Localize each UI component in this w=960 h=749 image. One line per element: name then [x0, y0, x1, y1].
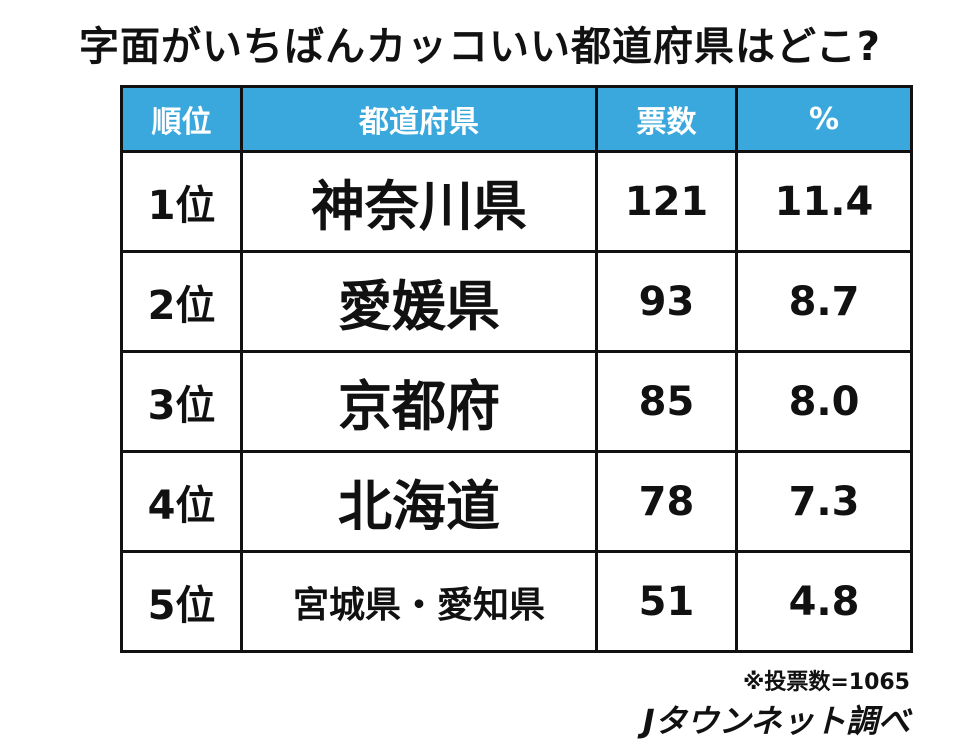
rank-cell: 1位: [120, 150, 243, 253]
name-cell: 愛媛県: [240, 250, 598, 353]
votes-cell: 121: [595, 150, 738, 253]
percent-cell: 7.3: [735, 450, 913, 553]
votes-cell: 51: [595, 550, 738, 653]
name-cell: 宮城県・愛知県: [240, 550, 598, 653]
rank-cell: 2位: [120, 250, 243, 353]
votes-cell: 93: [595, 250, 738, 353]
rank-cell: 5位: [120, 550, 243, 653]
table-row: 1位 神奈川県 121 11.4: [120, 150, 913, 253]
table-row: 5位 宮城県・愛知県 51 4.8: [120, 550, 913, 653]
note: ※投票数=1065: [742, 670, 910, 695]
header-cell: 都道府県: [240, 85, 598, 153]
votes-cell: 85: [595, 350, 738, 453]
ranking-table: 順位 都道府県 票数% 1位 神奈川県 121 11.4 2位 愛媛県 93 8.7 3位 京都府 85…: [120, 85, 913, 653]
percent-cell: 8.7: [735, 250, 913, 353]
credit: Jタウンネット調べ: [642, 702, 910, 740]
header-row: 順位 都道府県 票数%: [120, 85, 913, 153]
votes-cell: 78: [595, 450, 738, 553]
table-row: 4位 北海道 78 7.3: [120, 450, 913, 553]
header-cell: 順位: [120, 85, 243, 153]
header-cell: %: [735, 85, 913, 153]
table-row: 3位 京都府 85 8.0: [120, 350, 913, 453]
name-cell: 北海道: [240, 450, 598, 553]
title: 字面がいちばんカッコいい都道府県はどこ?: [78, 24, 881, 70]
percent-cell: 11.4: [735, 150, 913, 253]
table-body: 1位 神奈川県 121 11.4 2位 愛媛県 93 8.7 3位 京都府 85 8.0 4位 北海道 78…: [120, 150, 913, 653]
table-row: 2位 愛媛県 93 8.7: [120, 250, 913, 353]
rank-cell: 3位: [120, 350, 243, 453]
percent-cell: 8.0: [735, 350, 913, 453]
name-cell: 京都府: [240, 350, 598, 453]
name-cell: 神奈川県: [240, 150, 598, 253]
header-cell: 票数: [595, 85, 738, 153]
rank-cell: 4位: [120, 450, 243, 553]
percent-cell: 4.8: [735, 550, 913, 653]
